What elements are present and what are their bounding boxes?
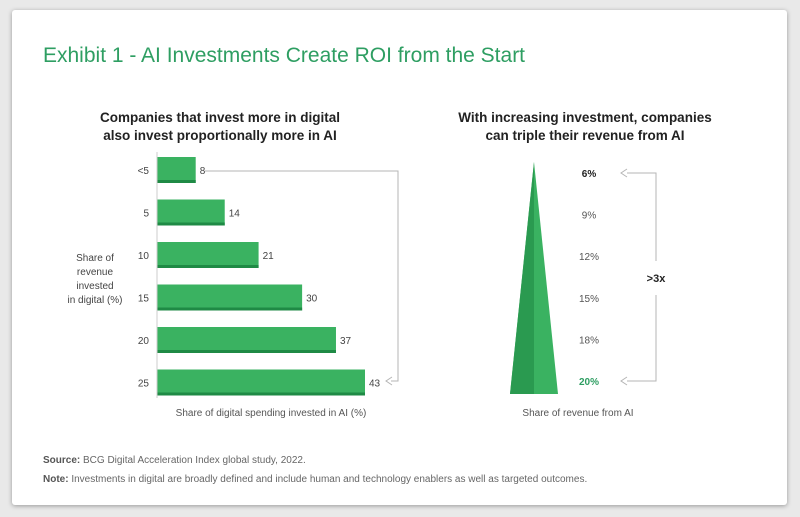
bar-shadow-4: [157, 350, 336, 353]
bar-value-label-4: 37: [340, 336, 352, 347]
bar-shadow-0: [157, 180, 196, 183]
bar-category-label-5: 25: [138, 379, 150, 390]
bar-4: [157, 327, 336, 353]
note-label: Note:: [43, 474, 69, 485]
bar-chart-y-axis-label: Share of revenue invested in digital (%): [67, 253, 122, 306]
bar-chart-arrowhead: [385, 376, 393, 386]
bar-value-label-0: 8: [200, 166, 206, 177]
bar-chart-bracket-arrow: [205, 170, 399, 382]
level-label-3: 15%: [579, 294, 599, 305]
bar-category-label-2: 10: [138, 251, 150, 262]
page-title: Exhibit 1 - AI Investments Create ROI fr…: [43, 44, 526, 67]
bar-value-label-5: 43: [369, 379, 381, 390]
bar-chart: Share of revenue invested in digital (%) <5…: [67, 152, 399, 419]
right-chart-title: With increasing investment, companies ca…: [445, 109, 725, 145]
bar-category-label-1: 5: [143, 209, 149, 220]
right-chart-title-line1: With increasing investment, companies: [458, 110, 712, 125]
triangle-chart: 6% 9% 12% 15% 18% 20% >3x Share of revenue fr…: [510, 162, 666, 419]
bar-shadow-1: [157, 222, 225, 226]
exhibit-card: [12, 10, 787, 505]
level-label-5: 20%: [579, 377, 599, 388]
triangle-chart-annotation: >3x: [647, 273, 667, 285]
bar-shadow-3: [157, 307, 303, 311]
bar-3: [157, 284, 303, 311]
triangle-chart-arrowhead-top: [620, 168, 628, 178]
bar-y-axis-label-line-3: in digital (%): [67, 295, 122, 306]
revenue-triangle-shade: [510, 162, 534, 394]
bar-category-label-3: 15: [138, 294, 150, 305]
bar-chart-bars: [157, 157, 365, 396]
right-chart-title-line2: can triple their revenue from AI: [485, 128, 685, 143]
triangle-chart-bracket: [627, 172, 657, 382]
bar-value-label-2: 21: [263, 251, 275, 262]
source-line: Source: BCG Digital Acceleration Index g…: [43, 455, 306, 466]
left-chart-title-line1: Companies that invest more in digital: [99, 110, 341, 125]
level-label-2: 12%: [579, 252, 599, 263]
triangle-chart-arrowhead-bottom: [620, 376, 628, 386]
note-line: Note: Investments in digital are broadly…: [43, 474, 587, 485]
left-chart-title-line2: also invest proportionally more in AI: [103, 128, 337, 143]
bar-0: [157, 157, 196, 183]
bar-shadow-5: [157, 392, 365, 396]
level-label-1: 9%: [582, 211, 597, 222]
left-chart-title: Companies that invest more in digital al…: [80, 109, 360, 145]
source-text: BCG Digital Acceleration Index global st…: [83, 455, 306, 466]
source-label: Source:: [43, 455, 81, 466]
note-text: Investments in digital are broadly defin…: [71, 474, 588, 485]
bar-2: [157, 242, 259, 268]
bar-shadow-2: [157, 265, 259, 268]
bar-y-axis-label-line-0: Share of: [76, 253, 114, 264]
bar-y-axis-label-line-1: revenue: [77, 267, 114, 278]
triangle-chart-level-labels: 6% 9% 12% 15% 18% 20%: [579, 169, 599, 388]
bar-chart-category-labels: <5 5 10 15 20 25: [138, 166, 150, 390]
bar-category-label-0: <5: [138, 166, 150, 177]
bar-value-label-3: 30: [306, 294, 318, 305]
level-label-4: 18%: [579, 335, 599, 346]
bar-y-axis-label-line-2: invested: [76, 281, 113, 292]
bar-1: [157, 199, 225, 226]
bar-chart-x-axis-label: Share of digital spending invested in AI…: [176, 408, 367, 419]
triangle-chart-x-axis-label: Share of revenue from AI: [522, 408, 633, 419]
level-label-0: 6%: [582, 169, 597, 180]
bar-5: [157, 369, 365, 396]
bar-value-label-1: 14: [229, 209, 241, 220]
bar-category-label-4: 20: [138, 336, 150, 347]
bar-chart-value-labels: 8 14 21 30 37 43: [200, 166, 381, 390]
